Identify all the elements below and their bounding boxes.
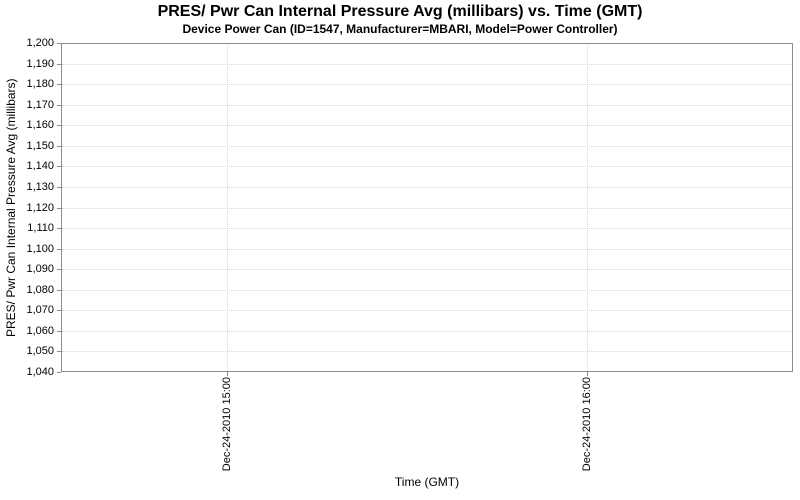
y-tick-label: 1,040: [26, 366, 54, 378]
vertical-gridline: [587, 44, 589, 371]
horizontal-gridline: [62, 125, 792, 127]
y-tick-label: 1,130: [26, 180, 54, 193]
y-tick-label: 1,060: [26, 324, 54, 337]
y-tick-label: 1,100: [26, 242, 54, 255]
horizontal-gridline: [62, 166, 792, 168]
x-tick-mark: [227, 372, 229, 376]
y-tick-label: 1,190: [26, 57, 54, 70]
y-tick-label: 1,080: [26, 283, 54, 296]
y-tick-mark: [57, 145, 61, 147]
y-tick-label: 1,120: [26, 201, 54, 214]
y-tick-label: 1,070: [26, 304, 54, 317]
y-tick-mark: [57, 310, 61, 312]
y-tick-mark: [57, 207, 61, 209]
horizontal-gridline: [62, 186, 792, 188]
y-tick-mark: [57, 228, 61, 230]
x-tick-label: Dec-24-2010 15:00: [221, 377, 234, 472]
y-tick-label: 1,090: [26, 263, 54, 276]
y-tick-mark: [57, 269, 61, 271]
y-tick-label: 1,050: [26, 345, 54, 358]
y-tick-mark: [57, 289, 61, 291]
horizontal-gridline: [62, 104, 792, 106]
chart-subtitle: Device Power Can (ID=1547, Manufacturer=…: [182, 22, 618, 36]
y-axis-label: PRES/ Pwr Can Internal Pressure Avg (mil…: [4, 78, 18, 337]
horizontal-gridline: [62, 289, 792, 291]
horizontal-gridline: [62, 310, 792, 312]
horizontal-gridline: [62, 351, 792, 353]
horizontal-gridline: [62, 207, 792, 209]
y-tick-label: 1,160: [26, 119, 54, 132]
y-tick-label: 1,170: [26, 98, 54, 111]
y-tick-mark: [57, 125, 61, 127]
horizontal-gridline: [62, 63, 792, 65]
x-axis-label: Time (GMT): [394, 475, 460, 489]
horizontal-gridline: [62, 330, 792, 332]
y-tick-mark: [57, 166, 61, 168]
y-tick-mark: [57, 330, 61, 332]
y-tick-mark: [57, 104, 61, 106]
y-tick-label: 1,180: [26, 78, 54, 91]
horizontal-gridline: [62, 248, 792, 250]
horizontal-gridline: [62, 145, 792, 147]
y-tick-mark: [57, 351, 61, 353]
y-tick-label: 1,140: [26, 160, 54, 173]
horizontal-gridline: [62, 269, 792, 271]
y-tick-label: 1,110: [27, 222, 54, 235]
y-tick-mark: [57, 63, 61, 65]
horizontal-gridline: [62, 84, 792, 86]
horizontal-gridline: [62, 228, 792, 230]
y-tick-label: 1,200: [26, 37, 54, 49]
y-tick-mark: [57, 186, 61, 188]
y-tick-mark: [57, 248, 61, 250]
chart-title: PRES/ Pwr Can Internal Pressure Avg (mil…: [157, 3, 643, 20]
x-tick-mark: [587, 372, 589, 376]
y-tick-label: 1,150: [26, 139, 54, 152]
y-tick-mark: [57, 372, 61, 373]
x-tick-label: Dec-24-2010 16:00: [581, 377, 594, 472]
y-tick-mark: [57, 84, 61, 86]
y-tick-mark: [57, 43, 61, 44]
vertical-gridline: [227, 44, 229, 371]
